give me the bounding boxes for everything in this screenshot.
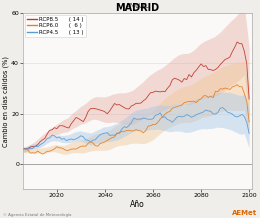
Title: MADRID: MADRID <box>115 3 159 13</box>
Text: © Agencia Estatal de Meteorología: © Agencia Estatal de Meteorología <box>3 213 71 217</box>
Y-axis label: Cambio en días cálidos (%): Cambio en días cálidos (%) <box>3 56 10 146</box>
X-axis label: Año: Año <box>130 200 145 209</box>
Text: ANUAL: ANUAL <box>126 3 149 9</box>
Text: AEMet: AEMet <box>232 210 257 216</box>
Legend: RCP8.5      ( 14 ), RCP6.0      (  6 ), RCP4.5      ( 13 ): RCP8.5 ( 14 ), RCP6.0 ( 6 ), RCP4.5 ( 13… <box>25 15 86 37</box>
